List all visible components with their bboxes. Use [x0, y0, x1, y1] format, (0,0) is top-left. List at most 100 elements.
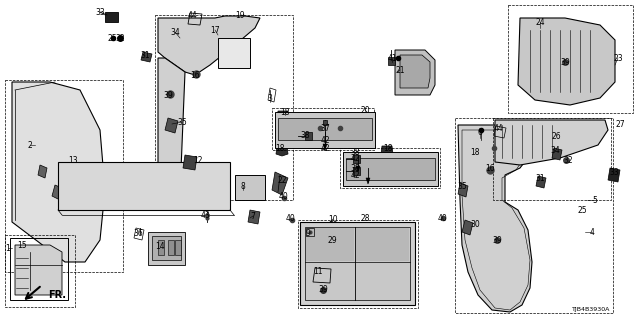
Polygon shape: [353, 167, 360, 175]
Text: 9: 9: [305, 228, 310, 237]
Polygon shape: [276, 146, 288, 156]
Text: 39: 39: [560, 58, 570, 67]
Polygon shape: [277, 111, 289, 121]
Text: 28: 28: [360, 213, 370, 222]
Text: 42: 42: [320, 143, 330, 153]
Polygon shape: [388, 57, 395, 65]
Polygon shape: [168, 240, 174, 255]
Text: 2: 2: [28, 140, 33, 149]
Polygon shape: [608, 168, 620, 182]
Text: 16: 16: [485, 164, 495, 172]
Text: 14: 14: [155, 242, 165, 251]
Text: 24: 24: [535, 18, 545, 27]
Text: 29: 29: [327, 236, 337, 244]
Polygon shape: [152, 236, 181, 260]
Text: 31: 31: [140, 51, 150, 60]
Text: 39: 39: [163, 91, 173, 100]
Bar: [272, 108, 374, 150]
Text: 23: 23: [613, 53, 623, 62]
Text: TJB4B3930A: TJB4B3930A: [572, 307, 610, 312]
Text: FR.: FR.: [48, 290, 66, 300]
Bar: [508, 5, 633, 113]
Polygon shape: [462, 220, 473, 235]
Text: 40: 40: [278, 191, 288, 201]
Text: 43: 43: [200, 211, 210, 220]
Polygon shape: [158, 240, 164, 255]
Text: 20: 20: [360, 106, 370, 115]
Polygon shape: [272, 172, 288, 195]
Text: 36: 36: [133, 228, 143, 237]
Polygon shape: [235, 175, 265, 200]
Bar: [356, 228, 409, 261]
Text: 38: 38: [350, 164, 360, 172]
Bar: [5, 80, 123, 272]
Text: 11: 11: [313, 268, 323, 276]
Polygon shape: [141, 52, 152, 62]
Text: 22: 22: [277, 175, 287, 185]
Polygon shape: [458, 183, 468, 197]
Text: 30: 30: [470, 220, 480, 228]
Text: 21: 21: [396, 66, 404, 75]
Text: 18: 18: [275, 143, 285, 153]
Text: 3: 3: [268, 93, 273, 102]
Text: 38: 38: [300, 131, 310, 140]
Text: 19: 19: [235, 11, 245, 20]
Text: 15: 15: [17, 241, 27, 250]
Polygon shape: [353, 155, 360, 163]
Text: 35: 35: [177, 117, 187, 126]
Polygon shape: [305, 227, 410, 300]
Text: 32: 32: [563, 156, 573, 164]
Polygon shape: [400, 55, 430, 88]
Bar: [155, 15, 293, 200]
Polygon shape: [58, 162, 230, 210]
Text: 25: 25: [577, 205, 587, 214]
Text: 42: 42: [320, 135, 330, 145]
Polygon shape: [148, 232, 185, 265]
Polygon shape: [15, 245, 62, 295]
Polygon shape: [275, 112, 375, 148]
Polygon shape: [346, 158, 435, 180]
Text: 16: 16: [190, 70, 200, 79]
Polygon shape: [300, 222, 415, 305]
Polygon shape: [458, 125, 532, 312]
Text: 39: 39: [492, 236, 502, 244]
Text: 42: 42: [350, 154, 360, 163]
Text: 13: 13: [68, 156, 78, 164]
Bar: [5, 235, 75, 307]
Text: 33: 33: [95, 7, 105, 17]
Polygon shape: [495, 120, 608, 165]
Polygon shape: [52, 185, 62, 200]
Text: 33: 33: [609, 167, 619, 177]
Polygon shape: [278, 118, 372, 140]
Polygon shape: [12, 82, 105, 262]
Text: 40: 40: [285, 213, 295, 222]
Polygon shape: [323, 120, 327, 125]
Polygon shape: [536, 176, 546, 188]
Polygon shape: [158, 16, 260, 75]
Text: 12: 12: [193, 156, 203, 164]
Bar: [493, 118, 611, 200]
Bar: [340, 148, 440, 188]
Text: 44: 44: [493, 124, 503, 132]
Text: 34: 34: [170, 28, 180, 36]
Text: 41: 41: [387, 53, 397, 62]
Text: 8: 8: [241, 181, 245, 190]
Polygon shape: [38, 165, 47, 178]
Polygon shape: [183, 155, 197, 170]
Bar: [306, 228, 354, 261]
Text: 39: 39: [318, 285, 328, 294]
Text: 38: 38: [350, 148, 360, 156]
Text: 37: 37: [320, 124, 330, 132]
Text: 4: 4: [589, 228, 595, 236]
Bar: [455, 118, 613, 313]
Text: 26: 26: [551, 132, 561, 140]
Text: 18: 18: [383, 143, 393, 153]
Polygon shape: [218, 38, 250, 68]
Polygon shape: [165, 118, 178, 133]
Polygon shape: [343, 152, 438, 186]
Text: 34: 34: [550, 146, 560, 155]
Text: 32: 32: [115, 34, 125, 43]
Text: 17: 17: [210, 26, 220, 35]
Text: 27: 27: [615, 119, 625, 129]
Polygon shape: [175, 240, 181, 255]
